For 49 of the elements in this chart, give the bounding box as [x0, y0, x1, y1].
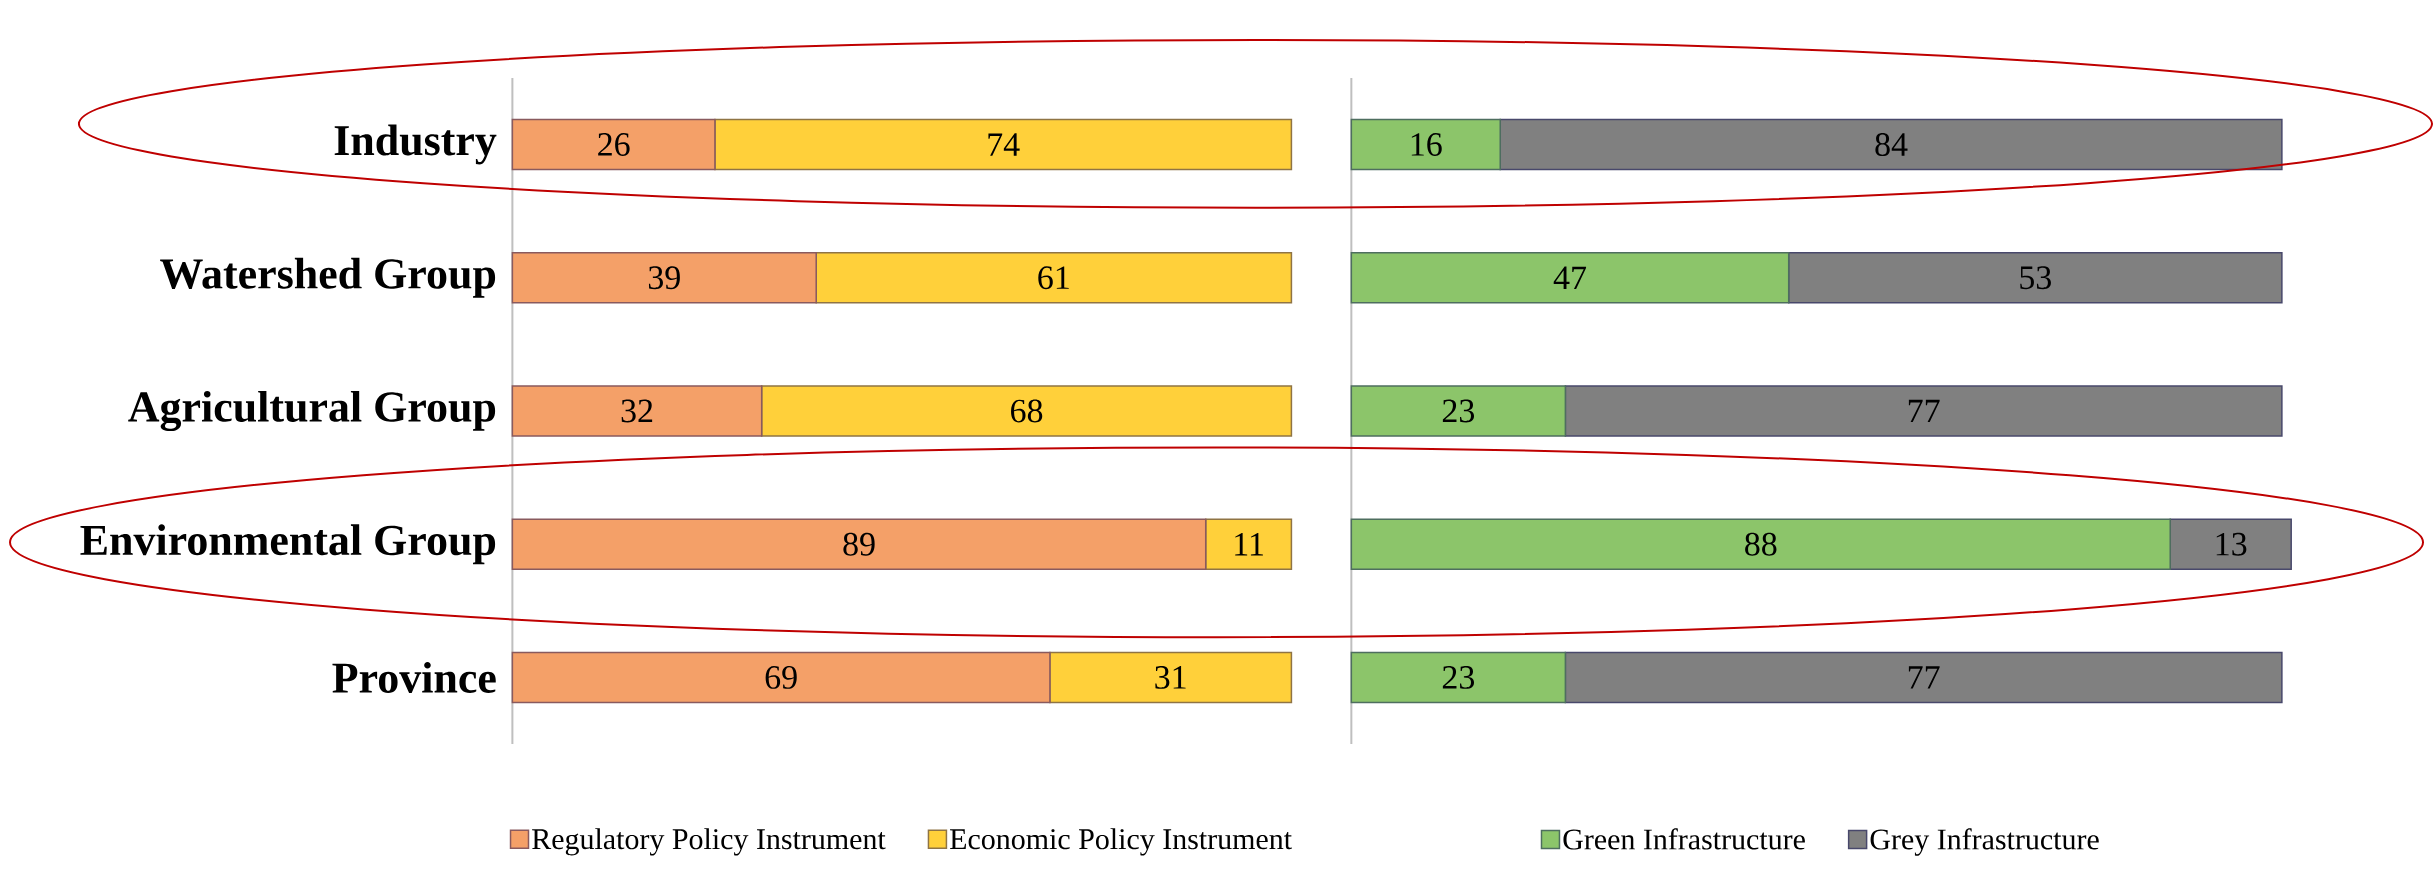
y-tick-label: Environmental Group — [80, 524, 496, 565]
data-label: 77 — [1908, 399, 1940, 423]
data-label: 31 — [1155, 666, 1186, 689]
bar — [1049, 651, 1293, 704]
data-label: 23 — [1442, 399, 1475, 423]
data-label: 53 — [2020, 266, 2051, 290]
data-label: 26 — [598, 133, 630, 156]
data-label: 23 — [1442, 666, 1475, 689]
y-tick-label: Agricultural Group — [128, 390, 496, 432]
y-tick-label: Watershed Group — [160, 257, 496, 298]
bar — [511, 385, 763, 437]
bar — [2169, 518, 2292, 570]
data-label: 16 — [1411, 133, 1442, 156]
bar — [1350, 385, 1567, 437]
bar — [1350, 252, 1790, 304]
bar — [511, 252, 817, 304]
bar — [511, 518, 1207, 570]
bar — [511, 118, 716, 171]
data-label: 68 — [1011, 399, 1043, 423]
bar — [714, 118, 1293, 171]
bar — [1499, 118, 2283, 171]
y-tick-label: Industry — [334, 124, 497, 165]
data-label: 84 — [1875, 133, 1908, 157]
data-label: 39 — [648, 266, 680, 290]
data-label: 89 — [843, 532, 875, 556]
data-label: 32 — [621, 399, 653, 423]
legend-label: Economic Policy Instrument — [950, 828, 1292, 856]
bar — [1204, 518, 1293, 570]
bar — [1564, 651, 2283, 704]
bar — [760, 385, 1293, 437]
data-label: 77 — [1908, 666, 1940, 689]
legend-label: Grey Infrastructure — [1870, 828, 2099, 856]
data-label: 11 — [1235, 533, 1263, 556]
data-label: 88 — [1745, 532, 1777, 556]
bar — [1350, 651, 1567, 704]
data-label: 47 — [1553, 266, 1587, 289]
data-label: 69 — [765, 666, 797, 689]
legend-label: Regulatory Policy Instrument — [532, 828, 886, 856]
bar — [815, 252, 1293, 304]
data-label: 74 — [988, 133, 1020, 156]
bar — [1350, 118, 1501, 171]
y-tick-label: Province — [332, 662, 496, 693]
data-label: 61 — [1038, 266, 1069, 290]
bar — [1564, 385, 2283, 437]
bar — [511, 651, 1051, 704]
data-label: 13 — [2216, 532, 2247, 556]
legend-label: Green Infrastructure — [1563, 828, 1805, 850]
bar — [1787, 252, 2283, 304]
bar — [1350, 518, 2171, 570]
